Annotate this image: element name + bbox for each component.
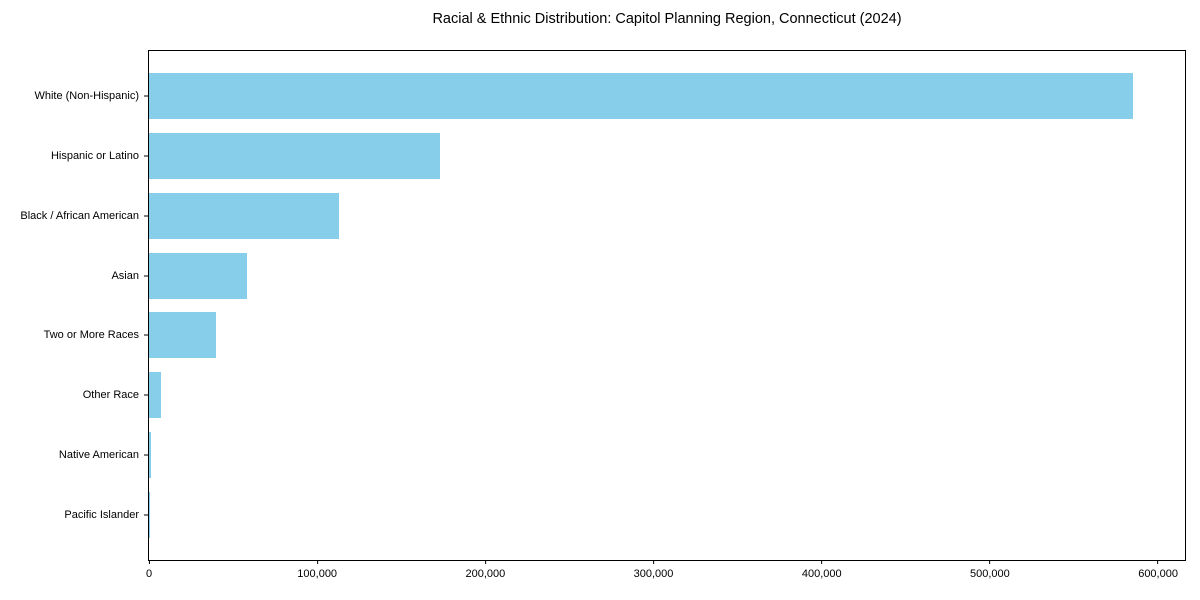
x-tick-label: 500,000 [970,568,1010,580]
x-tick-label: 200,000 [465,568,506,580]
y-tick-mark [144,215,148,217]
bar-row: Asian [111,246,1185,306]
y-axis-label: Hispanic or Latino [50,149,139,162]
x-tick-label: 0 [145,568,153,580]
plot-area: White (Non-Hispanic) Hispanic or Latino Bl… [20,50,1186,580]
bar [149,492,150,539]
y-axis-label: Native American [58,449,139,462]
x-tick-mark [821,560,823,564]
y-tick-mark [144,155,148,157]
x-tick: 500,000 [970,560,1010,580]
x-axis: 0 100,000 200,000 300,000 400,000 500,000 600,… [146,560,1185,594]
x-tick-label: 100,000 [297,568,338,580]
y-tick-mark [144,275,148,277]
bar-row: Other Race [83,365,1185,425]
y-axis-label: Black / African American [20,209,139,222]
y-tick-mark [144,394,148,396]
y-tick-mark [144,334,148,336]
x-tick: 200,000 [465,560,505,580]
x-tick-mark [484,560,486,564]
y-tick-mark [144,95,148,97]
bar-row: Pacific Islander [64,485,1185,545]
x-tick-label: 600,000 [1138,568,1178,580]
chart-title: Racial & Ethnic Distribution: Capitol Pl… [432,11,902,27]
bar [149,252,248,299]
bar-row: Black / African American [20,186,1185,246]
bars-container: White (Non-Hispanic) Hispanic or Latino Bl… [20,51,1185,560]
y-axis-label: Two or More Races [43,329,139,342]
y-axis-label: Pacific Islander [64,509,139,522]
bar-row: White (Non-Hispanic) [34,66,1185,126]
x-tick: 0 [146,560,152,580]
x-tick: 600,000 [1138,560,1178,580]
y-axis-label: Other Race [82,389,139,402]
bar-row: Hispanic or Latino [51,126,1185,186]
bar-row: Native American [59,425,1185,485]
bar [149,132,440,179]
bar-row: Two or More Races [44,306,1185,366]
x-tick-label: 400,000 [801,568,842,580]
x-tick: 100,000 [297,560,337,580]
bar [149,372,161,419]
x-tick-mark [148,560,150,564]
x-tick-mark [989,560,991,564]
y-axis-label: Asian [111,269,139,282]
y-tick-mark [144,454,148,456]
bar [149,192,340,239]
x-tick-mark [653,560,655,564]
y-axis-label: White (Non-Hispanic) [34,89,139,102]
x-tick: 400,000 [802,560,842,580]
x-tick-label: 300,000 [633,568,674,580]
bar [149,72,1133,119]
bar [149,432,152,479]
x-tick-mark [316,560,318,564]
bar [149,312,217,359]
x-tick-mark [1157,560,1159,564]
x-tick: 300,000 [633,560,674,580]
y-tick-mark [144,514,148,516]
